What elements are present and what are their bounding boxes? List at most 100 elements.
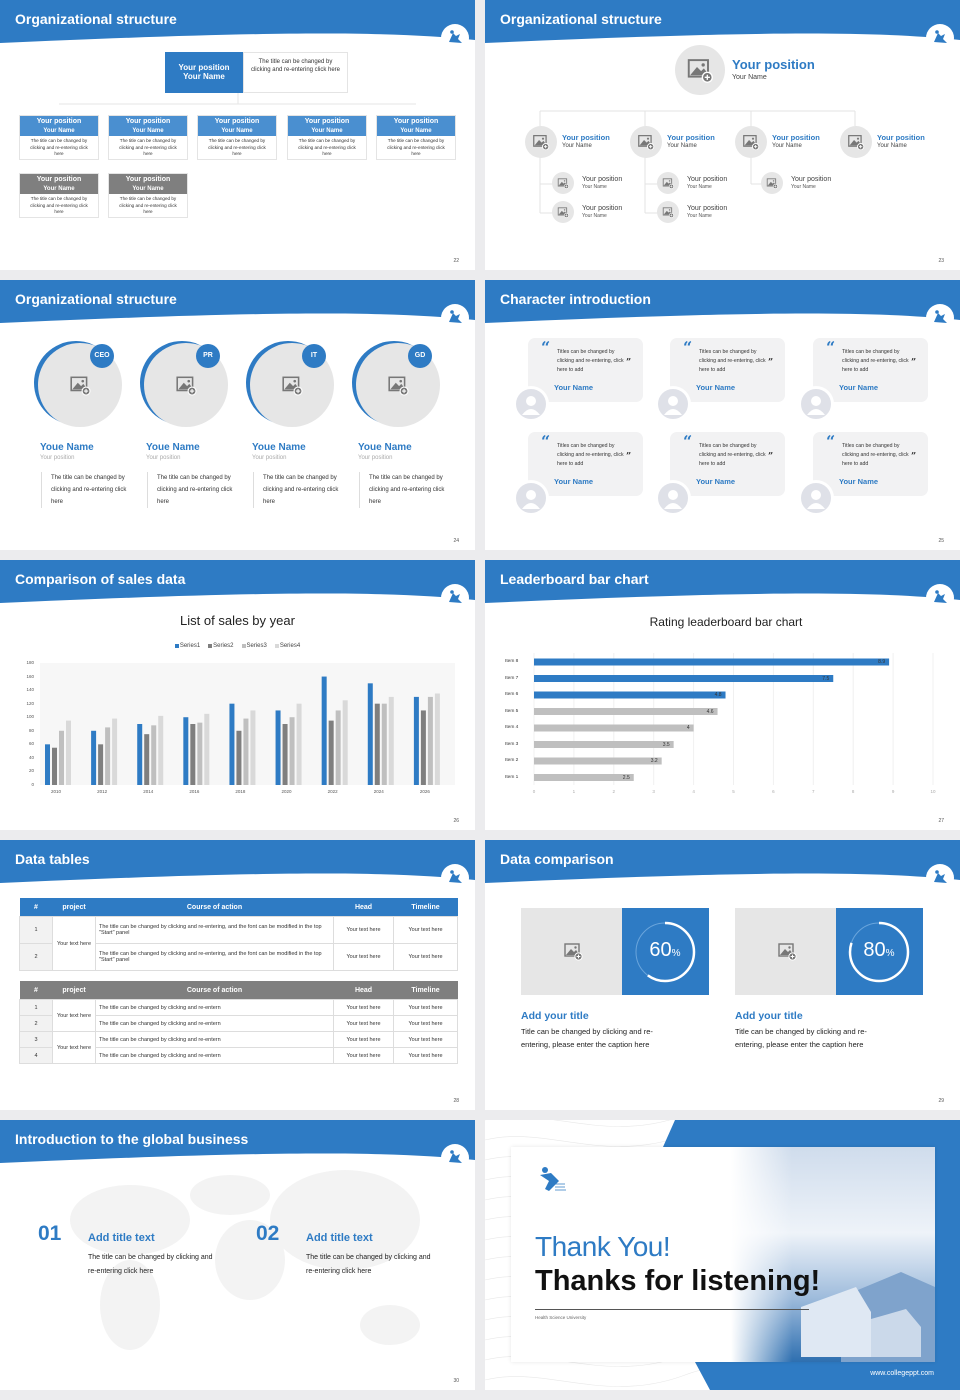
university-name: Health Science University <box>535 1315 587 1320</box>
slide-team-profiles[interactable]: Organizational structure 24 CEO Youe Name Yo… <box>0 280 475 550</box>
action-cell: The title can be changed by clicking and… <box>95 999 334 1016</box>
item-description: The title can be changed by clicking and… <box>306 1254 431 1275</box>
top-position-box[interactable]: Your position Your Name <box>165 52 243 93</box>
avatar <box>798 386 834 422</box>
slide-org-chart-boxes[interactable]: Organizational structure 22 Your position Y… <box>0 0 475 270</box>
name-label: Your Name <box>400 127 432 134</box>
table-row[interactable]: 1 Your text here The title can be changed … <box>19 999 458 1032</box>
x-tick-label: 4 <box>692 789 695 794</box>
x-tick-label: 2018 <box>235 789 246 794</box>
column-header: Course of action <box>186 986 243 994</box>
level3-name: Your Name <box>687 213 712 219</box>
item-title: Add title text <box>306 1232 373 1244</box>
member-box[interactable]: Your position Your Name The title can be c… <box>19 173 99 218</box>
member-description: The title can be changed by clicking and… <box>208 138 266 157</box>
position-label: Your position <box>178 63 230 72</box>
member-box[interactable]: Your position Your Name The title can be c… <box>287 115 367 160</box>
level3-position: Your position <box>582 205 623 212</box>
frame <box>778 943 794 957</box>
bar <box>144 734 150 785</box>
bar <box>534 757 662 765</box>
sun <box>81 379 85 383</box>
action-cell: The title can be changed by clicking and… <box>95 943 334 971</box>
world-map-background <box>70 1170 420 1350</box>
image-placeholder-icon <box>557 207 569 218</box>
header-row: # project Course of action Head Timeline <box>19 898 458 917</box>
level2-position: Your position <box>562 133 610 142</box>
open-quote-icon: “ <box>683 432 693 451</box>
member-box[interactable]: Your position Your Name The title can be c… <box>108 173 188 218</box>
level3-name: Your Name <box>582 213 607 219</box>
x-tick-label: 2022 <box>327 789 338 794</box>
university-logo <box>540 1167 566 1191</box>
close-quote-icon: ” <box>768 358 774 368</box>
university-logo-icon <box>934 593 947 603</box>
table-row[interactable]: 3 Your text here The title can be changed … <box>19 1031 458 1064</box>
header-band-shape <box>485 0 960 43</box>
member-box[interactable]: Your position Your Name The title can be c… <box>108 115 188 160</box>
header-band-shape <box>485 280 960 323</box>
testimonial-card[interactable]: “ Titles can be changed by clicking and r… <box>670 432 785 496</box>
testimonial-card[interactable]: “ Titles can be changed by clicking and r… <box>528 338 643 402</box>
row-number: 3 <box>19 1031 53 1048</box>
testimonial-card[interactable]: “ Titles can be changed by clicking and r… <box>813 432 928 496</box>
name-label: Your Name <box>43 185 75 192</box>
logo-head <box>450 870 454 874</box>
quote-text: Titles can be changed by clicking and re… <box>557 349 624 373</box>
member-box[interactable]: Your position Your Name The title can be c… <box>197 115 277 160</box>
table-row[interactable]: 2 The title can be changed by clicking an… <box>19 943 458 971</box>
bar <box>367 683 373 785</box>
role-badge: CEO <box>90 344 114 368</box>
slide-org-chart-circles[interactable]: Organizational structure 23 Your position Y… <box>485 0 960 270</box>
shoulders <box>522 503 540 509</box>
bar <box>434 693 440 785</box>
testimonial-card[interactable]: “ Titles can be changed by clicking and r… <box>528 432 643 496</box>
quote-text: Titles can be changed by clicking and re… <box>699 349 766 373</box>
member-header: Your position Your Name <box>198 116 276 136</box>
slide-sales-comparison[interactable]: Comparison of sales data 26 List of sales … <box>0 560 475 830</box>
slide-header-band <box>485 840 960 892</box>
plus <box>295 388 301 394</box>
category-label: Item 7 <box>505 675 519 681</box>
connector <box>59 93 416 105</box>
role-badge: IT <box>302 344 326 368</box>
data-label: 4.8 <box>714 692 722 698</box>
item-description: The title can be changed by clicking and… <box>88 1254 213 1275</box>
slide-thank-you[interactable]: Thank You! Thanks for listening! Health Sc… <box>485 1120 960 1390</box>
column-header: Head <box>354 903 373 911</box>
member-box[interactable]: Your position Your Name The title can be c… <box>19 115 99 160</box>
table-row[interactable]: 4 The title can be changed by clicking an… <box>19 1047 458 1064</box>
continent-shape <box>190 1175 270 1215</box>
y-tick-label: 40 <box>28 754 34 760</box>
image-placeholder-icon <box>638 135 655 151</box>
data-label: 2.5 <box>622 774 630 781</box>
plus <box>565 214 568 217</box>
image-placeholder-icon <box>766 178 778 189</box>
bar <box>151 725 157 785</box>
level3-name: Your Name <box>582 184 607 190</box>
testimonial-card[interactable]: “ Titles can be changed by clicking and r… <box>813 338 928 402</box>
bar <box>105 727 111 785</box>
name-label: Your Name <box>221 127 253 134</box>
level2-name: Your Name <box>877 143 907 149</box>
data-label: 8.9 <box>878 659 886 665</box>
slide-data-comparison[interactable]: Data comparison 29 60% Add your title Title … <box>485 840 960 1110</box>
slide-title: Organizational structure <box>15 291 177 307</box>
category-label: Item 2 <box>505 758 519 763</box>
slide-character-introduction[interactable]: Character introduction 25 “ Titles can be c… <box>485 280 960 550</box>
percent-number: 80 <box>863 939 886 961</box>
slide-header-band <box>0 560 475 612</box>
row-number: 1 <box>19 999 53 1016</box>
website-link[interactable]: www.collegeppt.com <box>870 1370 934 1377</box>
member-box[interactable]: Your position Your Name The title can be c… <box>376 115 456 160</box>
slide-global-business[interactable]: Introduction to the global business 30 01 A… <box>0 1120 475 1390</box>
slide-leaderboard-chart[interactable]: Leaderboard bar chart 27 Rating leaderboar… <box>485 560 960 830</box>
testimonial-card[interactable]: “ Titles can be changed by clicking and r… <box>670 338 785 402</box>
project-cell: Your text here <box>52 916 96 971</box>
slide-data-tables[interactable]: Data tables 28 # project Course of action Hea… <box>0 840 475 1110</box>
x-tick-label: 7 <box>812 789 815 794</box>
table-row[interactable]: 1 Your text here The title can be changed … <box>19 916 458 971</box>
level2-name: Your Name <box>772 143 802 149</box>
member-header: Your position Your Name <box>109 174 187 194</box>
bar <box>112 718 118 785</box>
